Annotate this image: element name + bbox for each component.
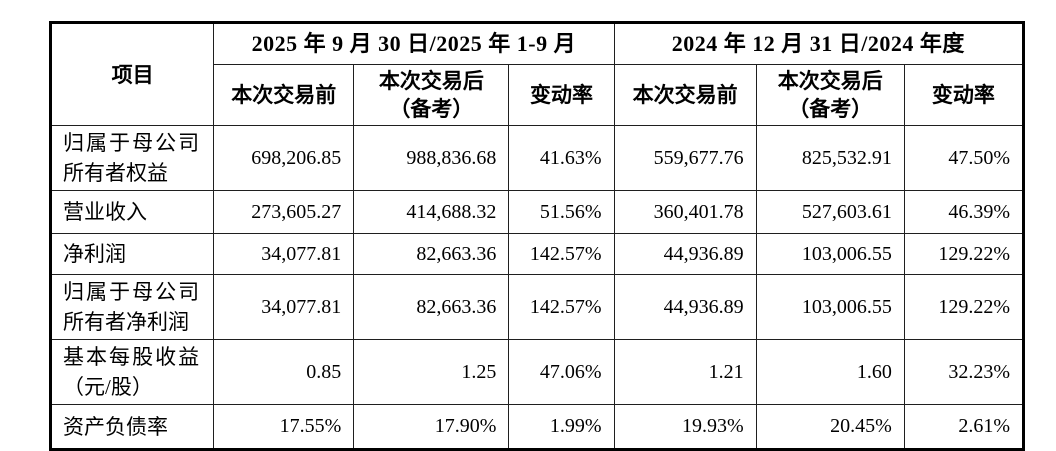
cell-value: 360,401.78 [613,190,757,234]
row-label: 归属于母公司所有者净利润 [49,274,215,340]
table-row-parent-equity: 归属于母公司所有者权益 698,206.85 988,836.68 41.63%… [49,125,1025,191]
subheader-pre-transaction-2025: 本次交易前 [213,64,355,126]
table-row-asset-liability-ratio: 资产负债率 17.55% 17.90% 1.99% 19.93% 20.45% … [49,404,1025,450]
cell-value: 47.50% [903,125,1025,191]
cell-value: 34,077.81 [213,233,355,275]
cell-value: 559,677.76 [613,125,757,191]
cell-value: 82,663.36 [353,274,510,340]
row-label: 营业收入 [49,190,215,234]
table-row-operating-revenue: 营业收入 273,605.27 414,688.32 51.56% 360,40… [49,190,1025,234]
table-row-parent-net-profit: 归属于母公司所有者净利润 34,077.81 82,663.36 142.57%… [49,274,1025,340]
cell-value: 1.21 [613,339,757,405]
cell-value: 19.93% [613,404,757,450]
post-transaction-label-line2: （备考） [389,97,474,121]
table-row-net-profit: 净利润 34,077.81 82,663.36 142.57% 44,936.8… [49,233,1025,275]
cell-value: 103,006.55 [755,233,905,275]
cell-value: 988,836.68 [353,125,510,191]
cell-value: 142.57% [508,233,615,275]
cell-value: 0.85 [213,339,355,405]
cell-value: 41.63% [508,125,615,191]
row-label: 资产负债率 [49,404,215,450]
cell-value: 1.60 [755,339,905,405]
subheader-change-rate-2024: 变动率 [903,64,1025,126]
header-period-2024: 2024 年 12 月 31 日/2024 年度 [613,22,1025,65]
subheader-change-rate-2025: 变动率 [508,64,615,126]
cell-value: 47.06% [508,339,615,405]
cell-value: 129.22% [903,274,1025,340]
cell-value: 34,077.81 [213,274,355,340]
cell-value: 17.55% [213,404,355,450]
cell-value: 103,006.55 [755,274,905,340]
cell-value: 17.90% [353,404,510,450]
post-transaction-label-line1: 本次交易后 [777,69,883,93]
cell-value: 44,936.89 [613,233,757,275]
cell-value: 825,532.91 [755,125,905,191]
cell-value: 44,936.89 [613,274,757,340]
post-transaction-label-line2: （备考） [788,97,873,121]
cell-value: 1.25 [353,339,510,405]
header-period-2025: 2025 年 9 月 30 日/2025 年 1-9 月 [213,22,615,65]
cell-value: 32.23% [903,339,1025,405]
cell-value: 2.61% [903,404,1025,450]
financial-comparison-table: 项目 2025 年 9 月 30 日/2025 年 1-9 月 2024 年 1… [49,21,1025,451]
cell-value: 273,605.27 [213,190,355,234]
cell-value: 414,688.32 [353,190,510,234]
financial-comparison-table-container: 项目 2025 年 9 月 30 日/2025 年 1-9 月 2024 年 1… [49,21,1025,451]
cell-value: 82,663.36 [353,233,510,275]
cell-value: 1.99% [508,404,615,450]
cell-value: 527,603.61 [755,190,905,234]
cell-value: 698,206.85 [213,125,355,191]
subheader-post-transaction-2025: 本次交易后 （备考） [353,64,510,126]
table-row-basic-eps: 基本每股收益（元/股） 0.85 1.25 47.06% 1.21 1.60 3… [49,339,1025,405]
row-label: 归属于母公司所有者权益 [49,125,215,191]
row-label: 基本每股收益（元/股） [49,339,215,405]
header-item: 项目 [49,22,215,126]
header-row-periods: 项目 2025 年 9 月 30 日/2025 年 1-9 月 2024 年 1… [49,22,1025,126]
cell-value: 20.45% [755,404,905,450]
row-label: 净利润 [49,233,215,275]
cell-value: 46.39% [903,190,1025,234]
cell-value: 142.57% [508,274,615,340]
cell-value: 129.22% [903,233,1025,275]
subheader-post-transaction-2024: 本次交易后 （备考） [755,64,905,126]
post-transaction-label-line1: 本次交易后 [378,69,484,93]
subheader-pre-transaction-2024: 本次交易前 [613,64,757,126]
header-row-subcolumns: 本次交易前 本次交易后 （备考） 变动率 本次交易前 本次交易后 （备考） 变动率 [51,64,1025,126]
cell-value: 51.56% [508,190,615,234]
